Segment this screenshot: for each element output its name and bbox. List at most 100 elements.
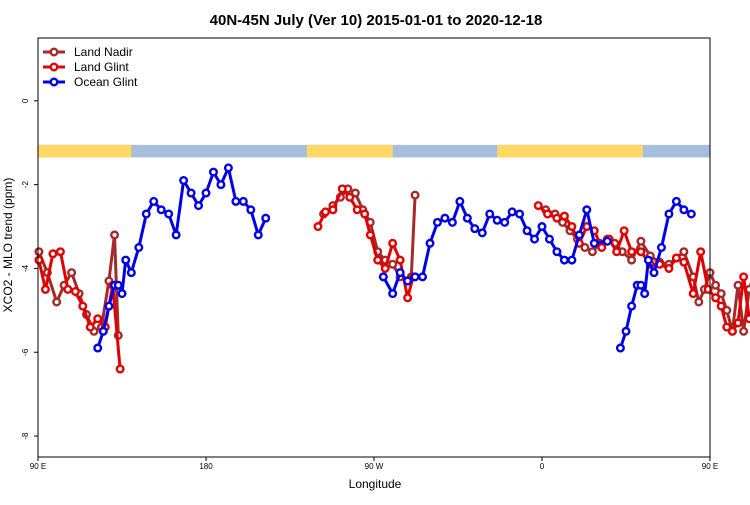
data-point <box>395 255 405 265</box>
data-point <box>739 272 749 282</box>
data-point <box>171 230 181 240</box>
data-point <box>104 301 114 311</box>
data-point <box>597 242 607 252</box>
data-point <box>627 247 637 257</box>
data-point <box>67 268 77 278</box>
data-point <box>98 326 108 336</box>
data-point <box>559 255 569 265</box>
data-point <box>485 209 495 219</box>
data-point <box>552 247 562 257</box>
data-point <box>582 205 592 215</box>
data-point <box>418 272 428 282</box>
land-band <box>306 144 393 158</box>
data-point <box>186 188 196 198</box>
y-tick-label: -8 <box>21 432 30 440</box>
land-band <box>38 144 132 158</box>
data-point <box>201 188 211 198</box>
axes: 90 E 180 90 W 0 90 E 0 -2 -4 -6 -8 <box>21 37 718 471</box>
data-point <box>388 238 398 248</box>
data-point <box>619 226 629 236</box>
data-point <box>216 180 226 190</box>
data-point <box>649 268 659 278</box>
data-point <box>515 209 525 219</box>
data-point <box>500 217 510 227</box>
data-point <box>432 217 442 227</box>
data-point <box>63 284 73 294</box>
legend-label: Ocean Glint <box>74 75 138 89</box>
data-point <box>640 289 650 299</box>
data-point <box>688 289 698 299</box>
data-point <box>115 364 125 374</box>
x-tick-label: 180 <box>199 462 213 471</box>
data-point <box>440 213 450 223</box>
data-point <box>388 259 398 269</box>
data-point <box>231 196 241 206</box>
data-point <box>110 230 120 240</box>
legend-label: Land Nadir <box>74 45 133 59</box>
data-point <box>78 301 88 311</box>
data-point <box>70 286 80 296</box>
data-point <box>722 322 732 332</box>
x-tick-label: 90 E <box>30 462 46 471</box>
data-point <box>156 205 166 215</box>
data-point <box>602 236 612 246</box>
y-tick-label: 0 <box>21 98 30 103</box>
data-point <box>328 205 338 215</box>
data-point <box>589 238 599 248</box>
data-point <box>337 184 347 194</box>
data-point <box>470 224 480 234</box>
data-point <box>246 205 256 215</box>
data-point <box>149 196 159 206</box>
data-point <box>627 255 637 265</box>
data-point <box>543 209 553 219</box>
data-point <box>537 222 547 232</box>
surface-band <box>38 144 710 158</box>
data-point <box>530 234 540 244</box>
data-point <box>93 343 103 353</box>
legend-marker <box>49 62 59 72</box>
data-point <box>238 196 248 206</box>
series-layer <box>34 163 750 374</box>
data-point <box>462 213 472 223</box>
data-point <box>352 205 362 215</box>
data-point <box>55 247 65 257</box>
legend-marker <box>49 47 59 57</box>
legend-label: Land Glint <box>74 60 129 74</box>
y-tick-label: -6 <box>21 348 30 356</box>
data-point <box>223 163 233 173</box>
data-point <box>507 207 517 217</box>
data-point <box>671 196 681 206</box>
data-point <box>664 263 674 273</box>
data-point <box>48 249 58 259</box>
data-point <box>574 230 584 240</box>
data-point <box>686 209 696 219</box>
data-point <box>455 196 465 206</box>
data-point <box>544 234 554 244</box>
data-point <box>696 247 706 257</box>
data-point <box>656 242 666 252</box>
x-tick-label: 0 <box>540 462 545 471</box>
data-point <box>85 322 95 332</box>
x-axis-label: Longitude <box>349 477 402 491</box>
data-point <box>492 215 502 225</box>
data-point <box>694 297 704 307</box>
data-point <box>253 230 263 240</box>
data-point <box>360 209 370 219</box>
data-point <box>664 209 674 219</box>
data-point <box>587 247 597 257</box>
data-point <box>727 326 737 336</box>
data-point <box>671 253 681 263</box>
data-point <box>552 213 562 223</box>
data-point <box>679 205 689 215</box>
data-point <box>643 255 653 265</box>
data-point <box>739 326 749 336</box>
data-point <box>744 314 750 324</box>
data-point <box>380 263 390 273</box>
data-point <box>559 211 569 221</box>
data-point <box>636 280 646 290</box>
data-point <box>93 314 103 324</box>
data-point <box>261 213 271 223</box>
data-point <box>533 201 543 211</box>
